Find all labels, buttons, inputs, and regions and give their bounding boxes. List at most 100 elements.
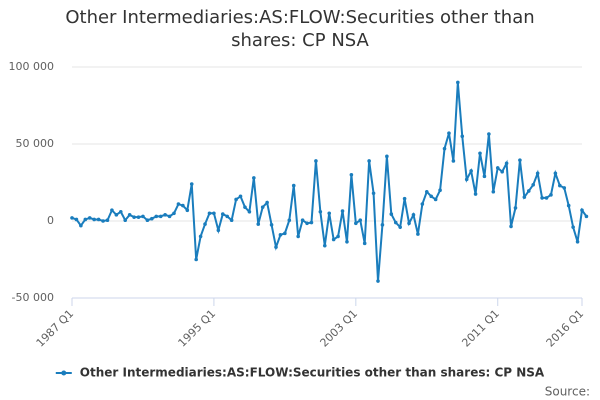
point (424, 189, 429, 194)
point (535, 171, 540, 176)
point (362, 241, 367, 246)
point (349, 173, 354, 177)
point (526, 189, 531, 193)
x-tick-label: 1995 Q1 (176, 307, 219, 350)
point (105, 218, 110, 223)
point (558, 183, 562, 188)
point (229, 218, 234, 223)
point (265, 200, 269, 205)
point (203, 222, 207, 226)
point (327, 211, 332, 216)
point (544, 196, 549, 200)
point (407, 221, 411, 226)
point (331, 237, 336, 242)
point (92, 217, 96, 222)
point (216, 228, 221, 233)
legend-marker (61, 370, 67, 376)
point (189, 182, 194, 186)
point (167, 214, 172, 219)
point (389, 212, 394, 216)
point (482, 174, 487, 179)
point (194, 257, 198, 262)
y-tick-label: -50 000 (12, 291, 54, 304)
point (127, 213, 132, 217)
point (469, 169, 473, 173)
point (238, 194, 243, 199)
point (114, 213, 119, 217)
point (123, 218, 128, 223)
point (385, 154, 389, 159)
point (438, 188, 442, 192)
point (504, 161, 509, 166)
point (110, 208, 114, 213)
point (278, 233, 283, 237)
point (291, 183, 296, 188)
point (322, 243, 327, 248)
point (181, 203, 185, 208)
point (575, 239, 580, 244)
point (553, 171, 558, 176)
point (402, 196, 407, 201)
point (198, 234, 203, 239)
point (473, 192, 478, 196)
point (562, 186, 567, 190)
x-tick-label: 2011 Q1 (459, 307, 502, 350)
point (260, 205, 265, 209)
point (318, 209, 323, 214)
point (354, 221, 358, 226)
point (380, 223, 385, 227)
point (247, 209, 252, 214)
chart-title: Other Intermediaries:AS:FLOW:Securities … (65, 7, 535, 51)
point (243, 205, 247, 209)
point (531, 183, 536, 187)
point (522, 195, 527, 199)
point (513, 206, 518, 210)
point (300, 218, 305, 223)
point (185, 208, 190, 213)
point (212, 211, 216, 216)
point (464, 177, 469, 182)
point (433, 197, 438, 202)
point (451, 159, 456, 163)
point (150, 216, 154, 221)
point (411, 213, 416, 217)
point (398, 225, 402, 229)
point (305, 221, 309, 226)
point (287, 218, 292, 223)
point (478, 151, 482, 156)
point (509, 224, 513, 229)
point (420, 202, 425, 206)
point (336, 234, 340, 239)
point (220, 212, 225, 216)
point (487, 132, 491, 136)
point (371, 191, 376, 196)
point (393, 220, 398, 225)
point (540, 196, 544, 200)
point (234, 197, 238, 202)
point (83, 217, 88, 222)
point (256, 222, 261, 226)
point (118, 209, 123, 214)
point (345, 239, 349, 244)
point (145, 218, 150, 223)
x-tick-label: 2016 Q1 (544, 307, 587, 350)
point (571, 225, 575, 229)
point (549, 193, 553, 197)
point (74, 217, 79, 222)
point (101, 219, 105, 223)
y-tick-label: 50 000 (16, 137, 55, 150)
legend-label: Other Intermediaries:AS:FLOW:Securities … (80, 366, 545, 380)
series-line (71, 82, 588, 282)
point (158, 214, 163, 219)
source: Source: (545, 385, 590, 399)
point (314, 159, 318, 163)
y-tick-label: 100 000 (9, 60, 55, 73)
point (96, 217, 101, 222)
point (491, 189, 496, 194)
point (460, 134, 465, 139)
point (584, 214, 589, 219)
point (141, 214, 145, 219)
point (456, 80, 460, 85)
